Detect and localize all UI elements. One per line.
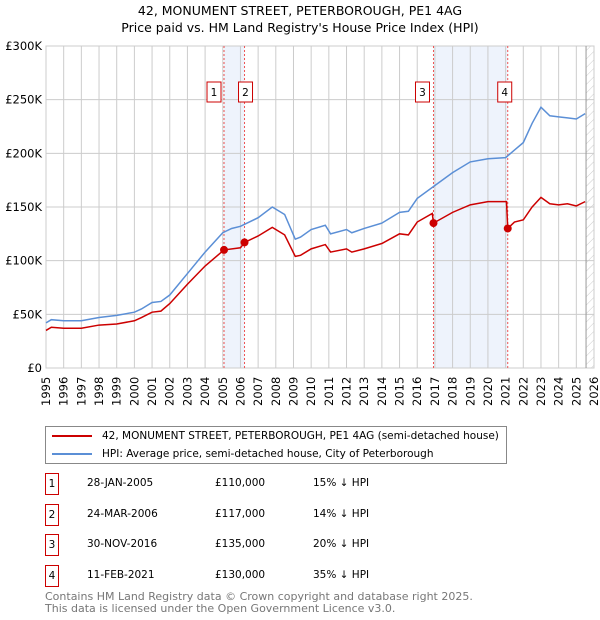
x-tick-label: 2016	[410, 377, 424, 406]
sale-marker-box	[206, 81, 222, 103]
sale-marker-box	[414, 81, 430, 103]
sale-date: 30-NOV-2016	[87, 538, 158, 550]
sale-row: 4 11-FEB-2021 £130,000 35% ↓ HPI	[45, 564, 465, 587]
x-tick-label: 2009	[286, 377, 300, 406]
x-tick-label: 2002	[163, 377, 177, 406]
x-tick-label: 1997	[74, 377, 88, 406]
x-tick-label: 2005	[216, 377, 230, 406]
sale-point	[220, 245, 229, 254]
sale-price: £110,000	[215, 477, 266, 489]
sale-hpi-diff: 15% ↓ HPI	[313, 477, 370, 489]
x-tick-label: 2011	[322, 377, 336, 406]
x-tick-label: 2003	[180, 377, 194, 406]
footer: Contains HM Land Registry data © Crown c…	[45, 591, 473, 614]
hpi-line	[45, 105, 586, 324]
legend-swatch	[52, 453, 92, 455]
sale-marker-label: 3	[419, 87, 426, 99]
sale-price: £135,000	[215, 538, 266, 550]
x-tick-label: 2021	[499, 377, 513, 406]
x-tick-label: 2019	[463, 377, 477, 406]
sale-hpi-diff: 20% ↓ HPI	[313, 538, 370, 550]
sale-date: 24-MAR-2006	[87, 507, 158, 520]
legend: 42, MONUMENT STREET, PETERBOROUGH, PE1 4…	[45, 426, 507, 464]
x-tick-label: 2001	[145, 377, 159, 406]
x-tick-label: 1999	[110, 377, 124, 406]
x-tick-label: 2008	[269, 377, 283, 406]
x-tick-label: 2006	[233, 377, 247, 406]
sale-hpi-diff: 14% ↓ HPI	[313, 507, 370, 520]
sale-marker-box	[238, 81, 254, 103]
sale-row: 2 24-MAR-2006 £117,000 14% ↓ HPI	[45, 503, 465, 526]
sale-number: 4	[45, 564, 59, 587]
x-tick-label: 2020	[481, 377, 495, 406]
sale-marker-box	[497, 81, 513, 103]
price-chart: 1995 1996 1997 1998 1999 2000 2001 2002 2003 2004…	[5, 39, 600, 406]
y-tick-label: £300K	[5, 39, 42, 53]
sale-number: 1	[45, 473, 59, 495]
sale-row: 1 28-JAN-2005 £110,000 15% ↓ HPI	[45, 473, 465, 495]
sale-point	[503, 224, 512, 233]
y-tick-label: £200K	[5, 146, 42, 160]
footer-line: Contains HM Land Registry data © Crown c…	[45, 590, 473, 603]
x-tick-label: 2018	[446, 377, 460, 406]
sale-marker-label: 2	[242, 87, 249, 99]
x-tick-label: 2024	[552, 377, 566, 406]
sale-hpi-diff: 35% ↓ HPI	[313, 568, 370, 581]
y-tick-label: £100K	[5, 254, 42, 268]
sale-number: 3	[45, 534, 59, 556]
sale-date: 11-FEB-2021	[87, 568, 155, 581]
chart-subtitle: Price paid vs. HM Land Registry's House …	[121, 20, 479, 35]
sale-point	[429, 219, 438, 228]
sale-point	[240, 238, 249, 247]
sale-number: 2	[45, 503, 59, 526]
x-tick-label: 2010	[304, 377, 318, 406]
plot-frame	[45, 45, 595, 369]
footer-line: This data is licensed under the Open Gov…	[45, 601, 396, 615]
sale-date: 28-JAN-2005	[87, 477, 154, 489]
x-tick-label: 2007	[251, 377, 265, 406]
x-tick-label: 2026	[587, 377, 600, 406]
x-tick-label: 2012	[340, 377, 354, 406]
x-tick-label: 2000	[127, 377, 141, 406]
legend-item-hpi: HPI: Average price, semi-detached house,…	[52, 446, 434, 462]
sale-price: £130,000	[215, 568, 266, 581]
y-tick-label: £50K	[13, 307, 43, 321]
sale-marker-label: 4	[501, 87, 508, 99]
x-tick-label: 2017	[428, 377, 442, 406]
sale-row: 3 30-NOV-2016 £135,000 20% ↓ HPI	[45, 534, 465, 556]
x-tick-label: 1996	[57, 377, 71, 406]
legend-swatch	[52, 435, 92, 437]
property-price-line	[45, 196, 586, 332]
legend-item-property: 42, MONUMENT STREET, PETERBOROUGH, PE1 4…	[52, 428, 499, 444]
x-tick-label: 2014	[375, 377, 389, 406]
x-tick-label: 1998	[92, 377, 106, 406]
x-tick-label: 2004	[198, 377, 212, 406]
y-tick-label: £150K	[5, 200, 42, 214]
sale-marker-label: 1	[211, 87, 218, 99]
x-tick-label: 1995	[39, 377, 53, 406]
x-tick-label: 2015	[393, 377, 407, 406]
x-tick-label: 2023	[534, 377, 548, 406]
x-tick-label: 2013	[357, 377, 371, 406]
x-tick-label: 2025	[569, 377, 583, 406]
legend-label: HPI: Average price, semi-detached house,…	[102, 448, 434, 460]
y-tick-label: £0	[27, 361, 42, 375]
chart-title: 42, MONUMENT STREET, PETERBOROUGH, PE1 4…	[137, 3, 463, 18]
legend-label: 42, MONUMENT STREET, PETERBOROUGH, PE1 4…	[102, 430, 499, 442]
y-tick-label: £250K	[5, 93, 42, 107]
x-tick-label: 2022	[516, 377, 530, 406]
sale-price: £117,000	[215, 507, 266, 520]
